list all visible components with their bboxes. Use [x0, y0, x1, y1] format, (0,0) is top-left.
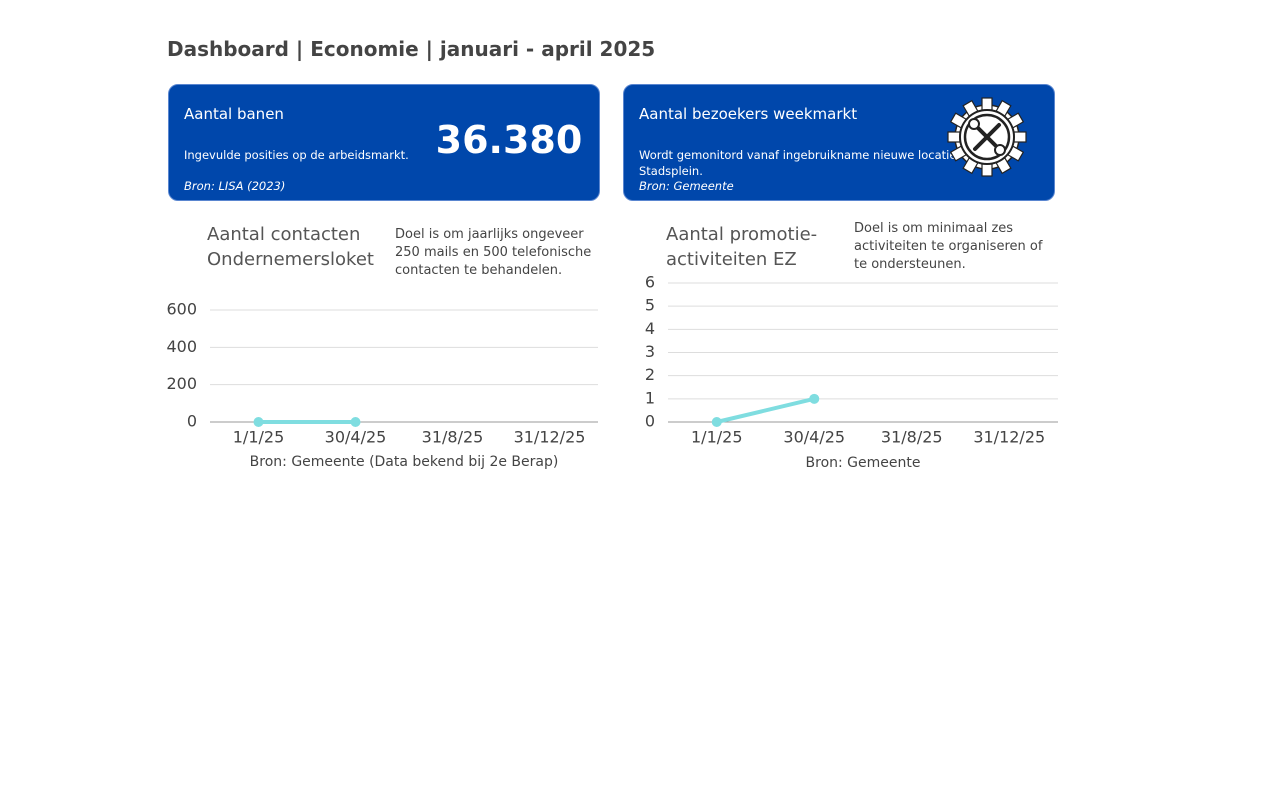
y-tick-label: 200: [166, 374, 197, 393]
page-title: Dashboard | Economie | januari - april 2…: [167, 37, 656, 61]
card-source: Bron: Gemeente: [639, 179, 734, 193]
chart-title: Aantal contacten Ondernemersloket: [207, 224, 374, 270]
card-title: Aantal bezoekers weekmarkt: [639, 105, 858, 123]
x-tick-label: 31/8/25: [881, 428, 943, 447]
card-subtitle: Wordt gemonitord vanaf ingebruikname nie…: [639, 148, 957, 178]
card-subtitle: Ingevulde posities op de arbeidsmarkt.: [184, 148, 409, 162]
card-source: Bron: LISA (2023): [184, 179, 286, 193]
x-tick-label: 31/12/25: [973, 428, 1045, 447]
x-tick-label: 30/4/25: [783, 428, 845, 447]
y-tick-label: 400: [166, 337, 197, 356]
y-tick-label: 5: [645, 296, 655, 315]
y-tick-label: 600: [166, 300, 197, 319]
x-tick-label: 30/4/25: [325, 428, 387, 447]
point: [711, 417, 722, 427]
chart-source: Bron: Gemeente: [805, 455, 921, 471]
kpi-card: Aantal banen Ingevulde posities op de ar…: [168, 84, 600, 201]
point: [809, 393, 820, 404]
x-tick-label: 1/1/25: [691, 428, 743, 447]
chart-source: Bron: Gemeente (Data bekend bij 2e Berap…: [249, 454, 559, 470]
x-tick-label: 1/1/25: [233, 428, 285, 447]
point: [253, 417, 264, 427]
y-tick-label: 0: [187, 412, 197, 431]
x-tick-label: 31/12/25: [514, 428, 586, 447]
y-tick-label: 0: [645, 412, 655, 431]
point: [350, 417, 361, 427]
y-tick-label: 6: [645, 273, 655, 292]
x-tick-label: 31/8/25: [422, 428, 484, 447]
y-tick-label: 4: [645, 319, 655, 338]
card-value: 36.380: [435, 118, 583, 162]
y-tick-label: 2: [645, 365, 655, 384]
chart-note: Doel is om minimaal zes activiteiten te …: [854, 221, 1043, 272]
y-tick-label: 1: [645, 388, 655, 407]
y-tick-label: 3: [645, 342, 655, 361]
chart-title: Aantal promotie-activiteiten EZ: [666, 224, 818, 270]
kpi-card: Aantal bezoekers weekmarkt Wordt gemonit…: [623, 84, 1055, 201]
card-title: Aantal banen: [184, 105, 284, 123]
line: [714, 396, 817, 424]
gear-icon: [947, 97, 1027, 177]
chart-note: Doel is om jaarlijks ongeveer 250 mails …: [395, 227, 592, 278]
